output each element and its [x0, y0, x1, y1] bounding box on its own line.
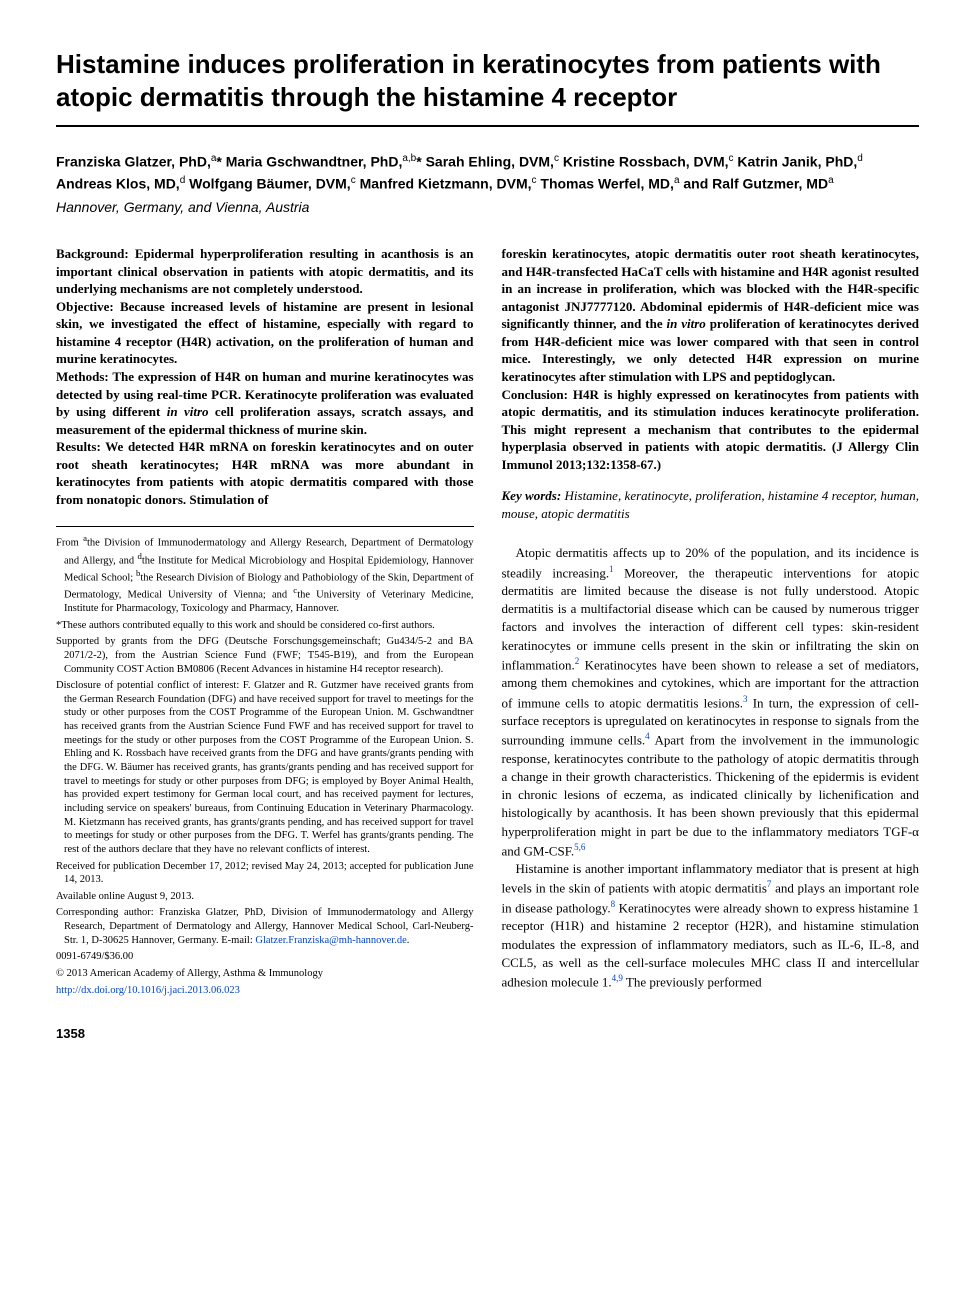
doi-link[interactable]: http://dx.doi.org/10.1016/j.jaci.2013.06…: [56, 985, 240, 996]
results-text-left: We detected H4R mRNA on foreskin keratin…: [56, 439, 474, 507]
results-text-right: foreskin keratinocytes, atopic dermatiti…: [502, 246, 920, 384]
keywords-block: Key words: Histamine, keratinocyte, prol…: [502, 487, 920, 522]
two-column-layout: Background: Epidermal hyperproliferation…: [56, 245, 919, 1043]
footnote-corresponding: Corresponding author: Franziska Glatzer,…: [56, 906, 474, 947]
author-list: Franziska Glatzer, PhD,a* Maria Gschwand…: [56, 151, 919, 194]
left-column: Background: Epidermal hyperproliferation…: [56, 245, 474, 1043]
body-paragraph-2: Histamine is another important inflammat…: [502, 860, 920, 991]
footnote-issn: 0091-6749/$36.00: [56, 950, 474, 964]
affiliation-locations: Hannover, Germany, and Vienna, Austria: [56, 199, 309, 215]
body-text: Atopic dermatitis affects up to 20% of t…: [502, 544, 920, 991]
title-rule: [56, 125, 919, 127]
abstract-left: Background: Epidermal hyperproliferation…: [56, 245, 474, 508]
footnote-from: From athe Division of Immunodermatology …: [56, 533, 474, 615]
page-number: 1358: [56, 1025, 474, 1043]
corresponding-email-link[interactable]: Glatzer.Franziska@mh-hannover.de: [255, 935, 406, 946]
conclusion-label: Conclusion:: [502, 387, 573, 402]
body-paragraph-1: Atopic dermatitis affects up to 20% of t…: [502, 544, 920, 860]
footnote-online: Available online August 9, 2013.: [56, 890, 474, 904]
footnote-received: Received for publication December 17, 20…: [56, 860, 474, 887]
methods-text: The expression of H4R on human and murin…: [56, 369, 474, 437]
footnotes-block: From athe Division of Immunodermatology …: [56, 526, 474, 997]
methods-label: Methods:: [56, 369, 112, 384]
keywords-text: Histamine, keratinocyte, proliferation, …: [502, 488, 920, 521]
footnote-supported: Supported by grants from the DFG (Deutsc…: [56, 635, 474, 676]
keywords-label: Key words:: [502, 488, 562, 503]
article-title: Histamine induces proliferation in kerat…: [56, 48, 919, 113]
footnote-doi: http://dx.doi.org/10.1016/j.jaci.2013.06…: [56, 984, 474, 998]
author-affiliations-line: Hannover, Germany, and Vienna, Austria: [56, 198, 919, 217]
footnote-disclosure: Disclosure of potential conflict of inte…: [56, 679, 474, 856]
footnote-equal-contrib: *These authors contributed equally to th…: [56, 619, 474, 633]
right-column: foreskin keratinocytes, atopic dermatiti…: [502, 245, 920, 1043]
abstract-right: foreskin keratinocytes, atopic dermatiti…: [502, 245, 920, 473]
background-label: Background:: [56, 246, 135, 261]
footnote-copyright: © 2013 American Academy of Allergy, Asth…: [56, 967, 474, 981]
objective-label: Objective:: [56, 299, 120, 314]
results-label: Results:: [56, 439, 105, 454]
